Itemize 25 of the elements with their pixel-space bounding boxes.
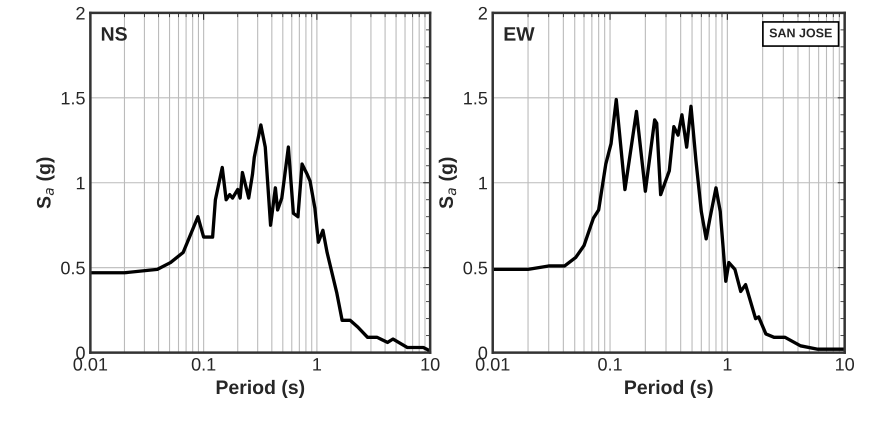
x-tick-label: 0.01 — [476, 358, 510, 371]
y-tick-label: 1 — [76, 176, 85, 190]
text: EW — [504, 27, 535, 41]
y-tick-label: 0.5 — [463, 262, 488, 274]
x-axis-title: Period (s) — [625, 380, 713, 398]
x-tick-label: 1 — [724, 358, 732, 371]
y-tick-label: 2 — [76, 6, 85, 20]
x-tick-label: 10 — [421, 358, 440, 371]
text: NS — [102, 27, 127, 41]
x-tick-label: 10 — [836, 358, 854, 371]
y-axis-title: S$_{a}$ (g) — [36, 158, 55, 208]
x-tick-label: 0.01 — [74, 358, 108, 371]
x-tick-label: 0.1 — [598, 358, 622, 371]
y-tick-label: 1 — [479, 176, 487, 190]
y-tick-label: 0.5 — [61, 262, 85, 274]
y-tick-label: 0 — [76, 346, 85, 360]
annotation: SAN JOSE — [769, 28, 832, 38]
y-tick-label: 1.5 — [62, 92, 85, 105]
y-tick-label: 0 — [478, 346, 488, 360]
y-tick-label: 2 — [478, 6, 487, 20]
y-axis-title: S$_{a}$ (g) — [438, 158, 457, 208]
x-axis-title: Period (s) — [216, 380, 304, 398]
y-tick-label: 1.5 — [464, 92, 488, 105]
x-tick-label: 1 — [313, 358, 322, 371]
x-tick-label: 0.1 — [192, 358, 216, 371]
